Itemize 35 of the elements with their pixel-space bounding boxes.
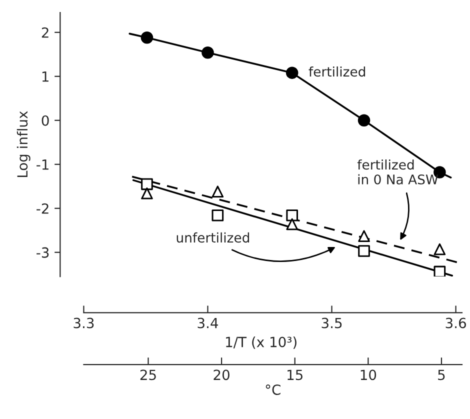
y-tick-label: 0	[42, 115, 49, 126]
y-tick-label: -3	[36, 247, 49, 258]
y-tick-label: 2	[42, 27, 48, 38]
point	[140, 32, 154, 44]
y-tick-label: -2	[36, 203, 48, 214]
point	[434, 243, 446, 256]
point	[286, 66, 298, 79]
point	[212, 209, 224, 222]
annotation: fertilized in 0 Na ASW	[357, 159, 438, 184]
point	[202, 46, 214, 59]
x-axis-title: 1/T (x 10³)	[226, 336, 296, 349]
annotation: unfertilized	[176, 232, 250, 243]
point	[286, 209, 298, 222]
y-tick-label: -1	[36, 160, 48, 170]
x2-tick-label: 15	[288, 370, 302, 380]
x-tick-label: 3.4	[198, 318, 218, 328]
point	[434, 266, 446, 277]
x2-tick-label: 5	[438, 370, 445, 380]
annotation: fertilized	[308, 66, 366, 77]
x2-tick-label: 25	[140, 370, 156, 380]
x2-tick-label: 10	[360, 370, 376, 380]
point	[212, 186, 224, 198]
y-axis-title: Log influx	[16, 111, 30, 178]
x2-axis-title: °C	[266, 384, 280, 395]
point	[358, 245, 370, 257]
point	[141, 178, 153, 190]
x-tick-label: 3.3	[74, 318, 94, 328]
point	[358, 230, 370, 242]
point	[141, 187, 153, 200]
y-tick-label: 1	[42, 72, 48, 82]
x-tick-label: 3.5	[322, 318, 342, 328]
x2-tick-label: 20	[214, 370, 230, 380]
point	[286, 218, 298, 230]
x-tick-label: 3.6	[446, 318, 466, 328]
point	[358, 114, 370, 126]
